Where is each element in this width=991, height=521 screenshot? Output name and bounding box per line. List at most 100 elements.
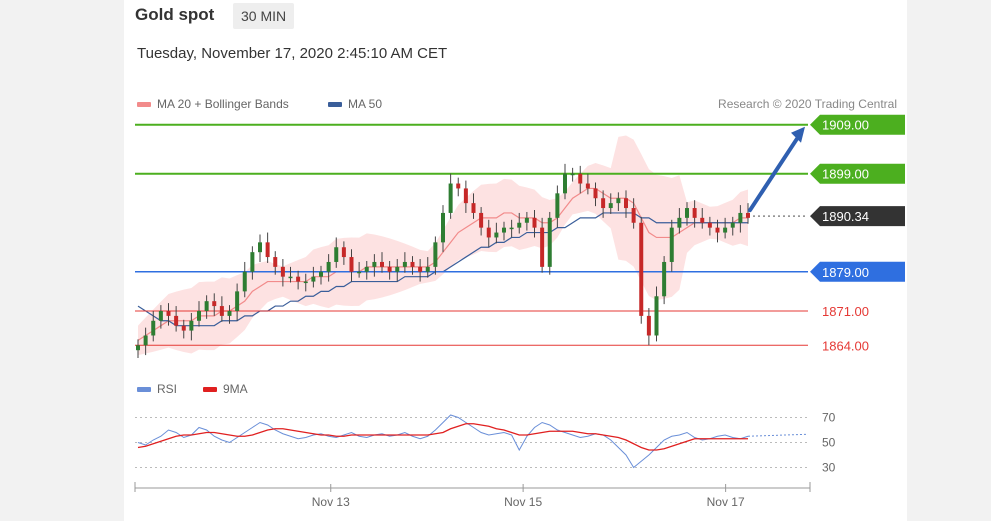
candle-body <box>158 310 163 321</box>
timeframe-badge[interactable]: 30 MIN <box>233 3 295 29</box>
candle-body <box>746 212 750 218</box>
legend-ma50: MA 50 <box>328 97 382 111</box>
candle-body <box>151 320 156 336</box>
candle-body <box>181 325 186 331</box>
x-tick-label: Nov 17 <box>707 495 745 509</box>
level-1871-00-label: 1871.00 <box>822 304 869 319</box>
candle-body <box>296 276 301 282</box>
candle-body <box>418 266 423 272</box>
candle-body <box>502 227 506 233</box>
level-1899-00-tag <box>810 163 905 184</box>
candle-body <box>463 188 468 204</box>
candle-body <box>547 217 552 267</box>
candle-body <box>646 315 651 336</box>
candle-body <box>349 257 354 272</box>
candle-body <box>692 208 697 218</box>
candle-body <box>364 266 369 272</box>
level-1890-34-tag <box>810 206 905 227</box>
candle-body <box>380 261 384 267</box>
candle-body <box>624 198 628 209</box>
legend-ma50-label: MA 50 <box>348 97 383 111</box>
level-1899-00-label: 1899.00 <box>822 167 869 182</box>
candle-body <box>166 310 171 316</box>
forecast-arrow-shaft <box>748 133 801 213</box>
level-1890-34-label: 1890.34 <box>822 209 869 224</box>
candle-body <box>524 217 529 223</box>
x-tick-label: Nov 15 <box>504 495 542 509</box>
legend-rsi: RSI <box>137 382 177 396</box>
candle-body <box>410 261 415 267</box>
candle-body <box>707 222 712 228</box>
candle-body <box>471 203 476 213</box>
candle-body <box>250 252 255 272</box>
candle-body <box>402 261 407 267</box>
candle-body <box>639 222 644 316</box>
candle-body <box>563 173 567 194</box>
candle-body <box>730 222 735 228</box>
level-1909-00-label: 1909.00 <box>822 118 869 133</box>
candle-body <box>372 261 377 267</box>
ma50-swatch <box>328 101 342 107</box>
candle-body <box>540 227 545 267</box>
candle-body <box>197 310 201 321</box>
candle-body <box>700 217 705 223</box>
candle-body <box>509 227 514 230</box>
candle-body <box>341 247 346 258</box>
candle-body <box>662 261 667 297</box>
candle-body <box>303 281 308 284</box>
candle-body <box>608 203 613 209</box>
timestamp: Tuesday, November 17, 2020 2:45:10 AM CE… <box>137 45 448 62</box>
candle-body <box>219 306 224 316</box>
candle-body <box>425 266 430 272</box>
candle-body <box>212 301 217 307</box>
candle-body <box>326 261 331 272</box>
rsi-series-rsi-line <box>137 414 749 469</box>
rsi-tick-label: 50 <box>822 436 836 450</box>
candle-body <box>715 227 720 233</box>
candle-body <box>319 271 323 277</box>
candle-body <box>448 183 453 213</box>
candle-body <box>311 276 316 282</box>
candle-body <box>288 276 293 279</box>
candle-body <box>143 335 148 346</box>
legend-rsi-label: RSI <box>157 382 178 396</box>
candle-body <box>387 266 392 272</box>
legend-9ma: 9MA <box>203 382 248 396</box>
candle-body <box>723 227 728 233</box>
candle-body <box>479 212 484 228</box>
candle-body <box>601 198 606 209</box>
rsi-tick-label: 30 <box>822 461 836 475</box>
rsi-tick-label: 70 <box>822 411 836 425</box>
candle-body <box>631 208 636 223</box>
candle-body <box>242 271 247 292</box>
candle-body <box>235 291 240 311</box>
candle-body <box>677 217 682 228</box>
candle-body <box>616 198 621 204</box>
candle-body <box>532 217 537 228</box>
legend-ma20: MA 20 + Bollinger Bands <box>137 97 289 111</box>
rsi-swatch <box>137 386 151 392</box>
forecast-arrow-head <box>791 126 805 143</box>
candle-body <box>280 266 285 277</box>
candle-body <box>456 183 461 189</box>
candle-body <box>258 242 262 253</box>
candle-body <box>273 257 278 267</box>
candle-body <box>593 188 598 199</box>
rsi-projection-line <box>747 433 809 437</box>
research-credit: Research © 2020 Trading Central <box>718 97 897 111</box>
candle-body <box>486 227 491 238</box>
ma9-swatch <box>203 386 217 392</box>
candle-body <box>227 310 232 316</box>
ma20-swatch <box>137 101 151 107</box>
candle-body <box>738 212 743 223</box>
candle-body <box>189 320 194 331</box>
candle-body <box>441 212 445 243</box>
candle-body <box>357 271 362 274</box>
candle-body <box>204 301 209 311</box>
candle-body <box>334 247 339 262</box>
legend-ma20-label: MA 20 + Bollinger Bands <box>157 97 289 111</box>
candle-body <box>265 242 270 258</box>
candle-body <box>585 183 590 189</box>
level-1864-00-label: 1864.00 <box>822 338 869 353</box>
